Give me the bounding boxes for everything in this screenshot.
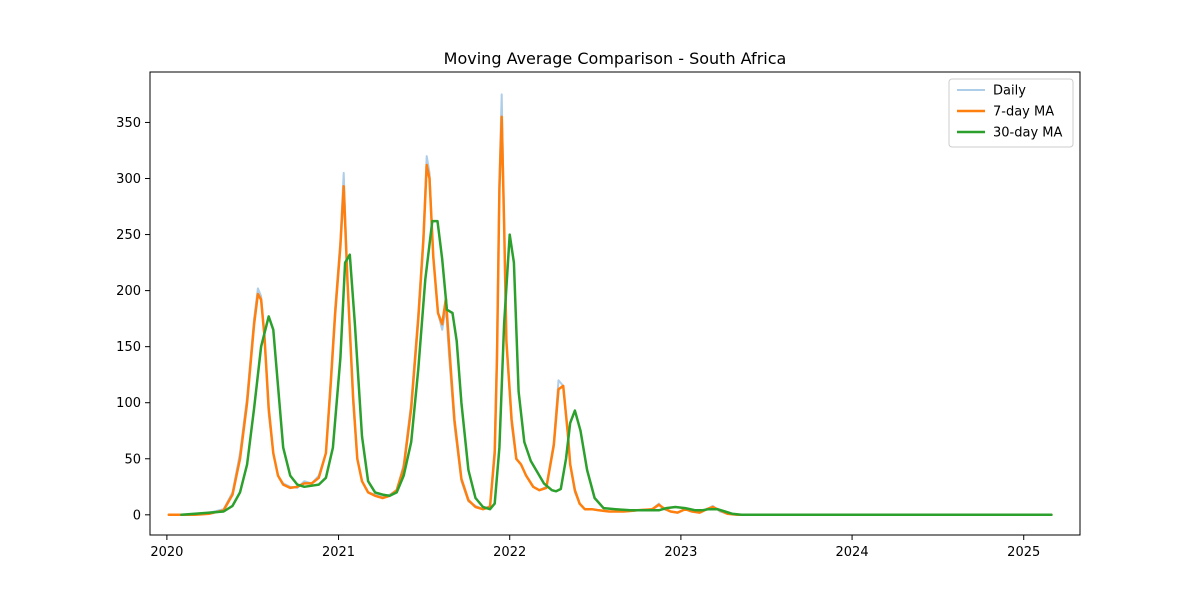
x-tick-label: 2021 [322, 545, 355, 560]
series-layer [167, 93, 1053, 517]
plot-frame [149, 71, 1081, 536]
y-tick-label: 0 [133, 508, 141, 523]
y-tick-label: 250 [116, 228, 141, 243]
y-tick-label: 150 [116, 340, 141, 355]
y-tick-label: 350 [116, 116, 141, 131]
legend-label: 7-day MA [993, 105, 1054, 120]
y-axis: 0 50 100 150 200 250 300 350 [116, 116, 150, 523]
legend-box [948, 78, 1074, 148]
series-line-3 [180, 219, 1053, 517]
y-tick-label: 300 [116, 172, 141, 187]
y-tick-label: 200 [116, 284, 141, 299]
legend-label: 30-day MA [993, 126, 1062, 141]
legend-label: Daily [993, 84, 1026, 99]
x-tick-label: 2025 [1007, 545, 1040, 560]
y-tick-label: 50 [124, 452, 141, 467]
x-axis: 2020 2021 2022 2023 2024 2025 [150, 535, 1040, 560]
y-tick-label: 100 [116, 396, 141, 411]
x-tick-label: 2020 [150, 545, 183, 560]
x-tick-label: 2024 [836, 545, 869, 560]
x-tick-label: 2022 [493, 545, 526, 560]
series-line-2 [167, 115, 1053, 517]
chart-title: Moving Average Comparison - South Africa [444, 49, 787, 68]
legend: Daily 7-day MA 30-day MA [948, 78, 1074, 148]
x-tick-label: 2023 [664, 545, 697, 560]
